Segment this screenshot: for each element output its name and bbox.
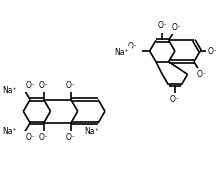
Text: Na⁺: Na⁺ [85,127,99,136]
Text: O⁻: O⁻ [170,95,180,104]
Text: O⁻: O⁻ [25,81,35,90]
Text: O⁻: O⁻ [25,133,35,142]
Text: O⁻: O⁻ [157,21,167,30]
Text: O⁻: O⁻ [39,81,49,90]
Text: O⁻: O⁻ [66,81,76,90]
Text: O⁻: O⁻ [171,23,181,32]
Text: O⁻: O⁻ [197,70,207,79]
Text: O⁻: O⁻ [208,47,218,56]
Text: O⁻: O⁻ [128,42,138,51]
Text: O⁻: O⁻ [66,133,76,142]
Text: O⁻: O⁻ [39,133,49,142]
Text: Na⁺: Na⁺ [115,48,129,57]
Text: Na⁺: Na⁺ [2,86,17,95]
Text: Na⁺: Na⁺ [2,127,17,136]
